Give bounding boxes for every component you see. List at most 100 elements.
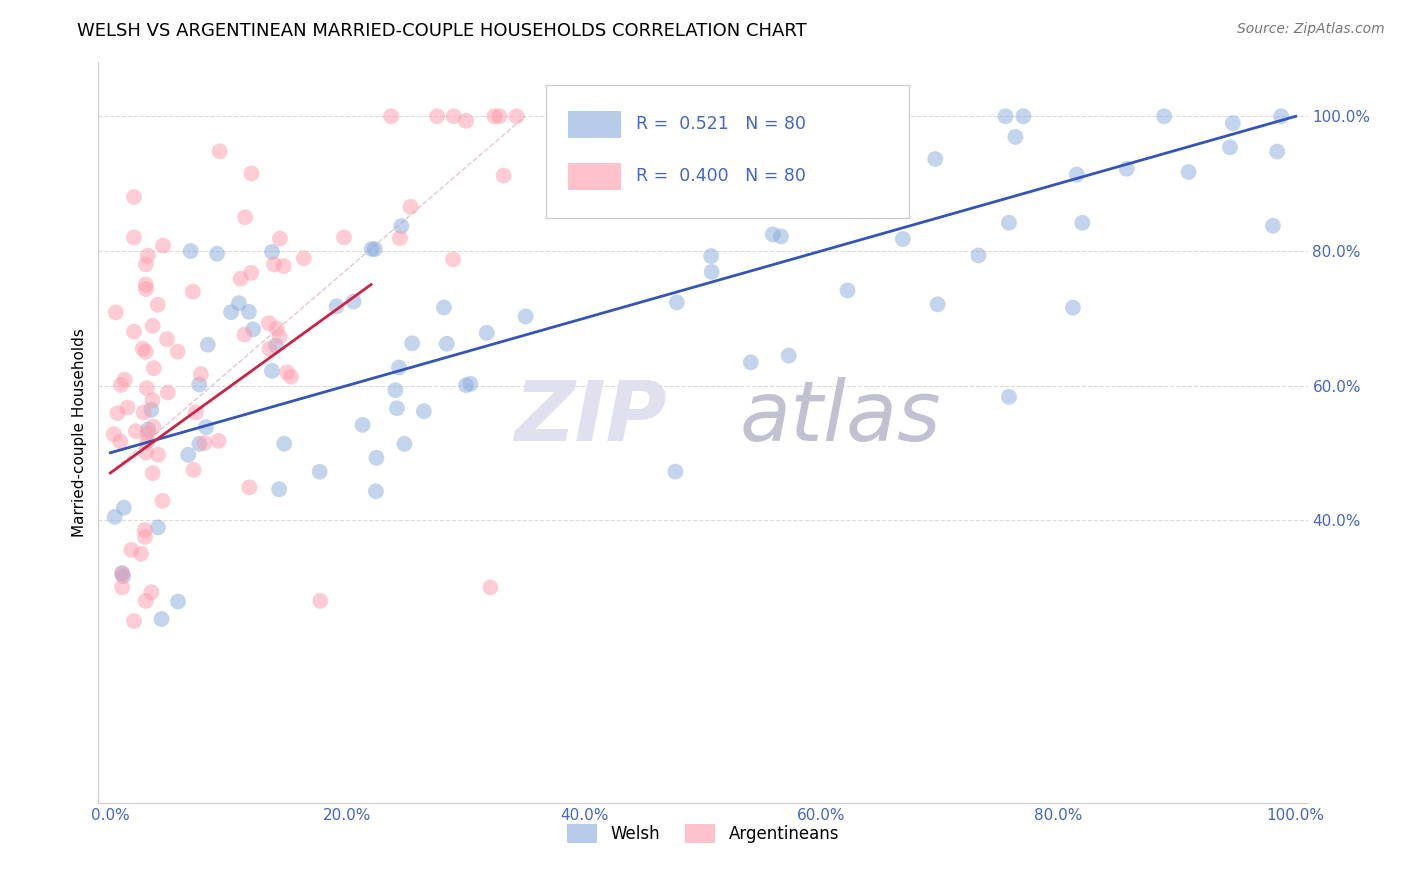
Point <box>484 109 506 123</box>
Point <box>181 285 204 299</box>
Point <box>104 305 127 319</box>
Point <box>142 361 165 376</box>
Point <box>778 349 800 363</box>
Point <box>112 569 135 583</box>
Point <box>924 152 946 166</box>
Point <box>240 166 263 180</box>
Point <box>141 393 163 408</box>
Point <box>388 360 411 375</box>
Point <box>380 109 402 123</box>
Point <box>103 427 125 442</box>
Point <box>352 417 374 432</box>
Point <box>412 404 434 418</box>
Point <box>146 448 169 462</box>
Point <box>460 376 482 391</box>
Point <box>135 277 157 292</box>
Point <box>219 305 242 319</box>
Point <box>110 378 132 392</box>
Point <box>195 420 218 434</box>
Point <box>207 434 229 448</box>
Point <box>1261 219 1284 233</box>
Point <box>122 614 145 628</box>
Point <box>208 145 231 159</box>
Point <box>228 296 250 310</box>
Point <box>766 199 789 213</box>
Point <box>360 242 382 256</box>
Point <box>998 390 1021 404</box>
Point <box>260 244 283 259</box>
Point <box>197 338 219 352</box>
Point <box>152 238 174 252</box>
Point <box>111 566 134 581</box>
Point <box>891 232 914 246</box>
Point <box>122 190 145 204</box>
Point <box>111 566 134 580</box>
Point <box>273 259 295 273</box>
Point <box>325 299 347 313</box>
Point <box>177 448 200 462</box>
Point <box>388 231 411 245</box>
Point <box>167 594 190 608</box>
Point <box>257 316 280 330</box>
Text: Source: ZipAtlas.com: Source: ZipAtlas.com <box>1237 22 1385 37</box>
Point <box>110 434 132 449</box>
Point <box>436 336 458 351</box>
Point <box>333 230 356 244</box>
Point <box>394 437 416 451</box>
Point <box>142 318 165 333</box>
Point <box>441 252 464 267</box>
Text: atlas: atlas <box>740 377 941 458</box>
Point <box>1066 168 1088 182</box>
Point <box>269 329 291 343</box>
Point <box>492 169 515 183</box>
Point <box>308 465 330 479</box>
Point <box>233 211 256 225</box>
Point <box>1115 161 1137 176</box>
Point <box>280 369 302 384</box>
Point <box>264 338 287 352</box>
Point <box>142 419 165 434</box>
Point <box>1071 216 1094 230</box>
Point <box>433 301 456 315</box>
Point <box>488 109 510 123</box>
Text: R =  0.400   N = 80: R = 0.400 N = 80 <box>637 167 807 185</box>
Point <box>399 200 422 214</box>
Point <box>136 426 159 441</box>
Point <box>134 523 156 537</box>
Point <box>366 450 388 465</box>
Point <box>578 119 600 133</box>
Point <box>141 402 163 417</box>
Y-axis label: Married-couple Households: Married-couple Households <box>72 328 87 537</box>
Point <box>1270 109 1292 123</box>
Point <box>156 385 179 400</box>
Point <box>762 227 785 242</box>
Point <box>188 377 211 392</box>
Point <box>112 500 135 515</box>
Point <box>125 424 148 438</box>
Point <box>1265 145 1288 159</box>
FancyBboxPatch shape <box>568 163 621 190</box>
Point <box>190 367 212 381</box>
Point <box>166 344 188 359</box>
Text: WELSH VS ARGENTINEAN MARRIED-COUPLE HOUSEHOLDS CORRELATION CHART: WELSH VS ARGENTINEAN MARRIED-COUPLE HOUS… <box>77 22 807 40</box>
Point <box>135 282 157 296</box>
Point <box>1153 109 1175 123</box>
Point <box>547 199 569 213</box>
Point <box>259 342 281 356</box>
Point <box>475 326 498 340</box>
Point <box>238 305 260 319</box>
Point <box>661 146 683 161</box>
Legend: Welsh, Argentineans: Welsh, Argentineans <box>561 817 845 850</box>
Point <box>927 297 949 311</box>
Point <box>837 284 859 298</box>
Point <box>700 249 723 263</box>
Point <box>263 257 285 271</box>
Point <box>276 365 298 379</box>
Point <box>309 594 332 608</box>
Point <box>114 373 136 387</box>
Point <box>661 171 683 186</box>
Point <box>122 325 145 339</box>
Point <box>1222 116 1244 130</box>
Point <box>994 109 1017 123</box>
Point <box>384 383 406 397</box>
